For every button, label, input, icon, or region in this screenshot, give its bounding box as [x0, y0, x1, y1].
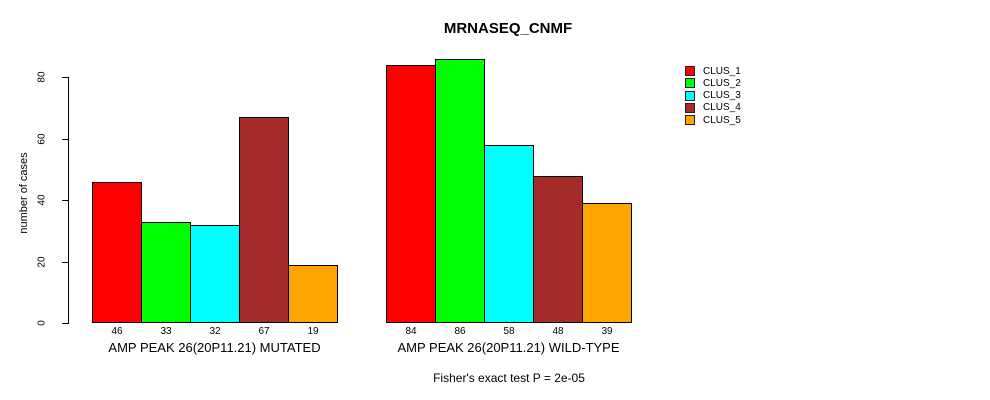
bar-clus_4: [239, 117, 289, 323]
legend-label: CLUS_3: [703, 90, 741, 101]
bar-value-label: 32: [209, 326, 221, 337]
legend-swatch-icon: [685, 102, 695, 113]
legend-swatch-icon: [685, 78, 695, 89]
bar-clus_3: [484, 145, 534, 323]
legend-swatch-icon: [685, 115, 695, 125]
bar-value-label: 67: [258, 326, 270, 337]
bar-value-label: 48: [552, 326, 564, 337]
group-label: AMP PEAK 26(20P11.21) WILD-TYPE: [397, 340, 620, 355]
legend-label: CLUS_5: [703, 114, 741, 126]
bar-clus_5: [288, 265, 338, 323]
bar-clus_5: [582, 203, 632, 323]
bar-clus_4: [533, 176, 583, 323]
bar-clus_3: [190, 225, 240, 323]
bar-value-label: 39: [601, 326, 613, 337]
legend-label: CLUS_4: [703, 102, 741, 114]
bar-value-label: 84: [405, 326, 417, 337]
bar-value-label: 33: [160, 326, 172, 337]
bar-value-label: 19: [307, 326, 319, 337]
legend-swatch-icon: [685, 66, 695, 76]
y-axis-tick-label: 20: [36, 256, 48, 268]
legend-item-clus_3: CLUS_3: [685, 90, 741, 101]
legend-label: CLUS_1: [703, 65, 741, 77]
legend-item-clus_2: CLUS_2: [685, 78, 741, 89]
y-axis-tick: [62, 200, 68, 201]
y-axis-tick-label: 80: [36, 71, 48, 83]
bar-clus_2: [141, 222, 191, 323]
legend-label: CLUS_2: [703, 77, 741, 89]
bar-value-label: 58: [503, 326, 515, 337]
legend-item-clus_4: CLUS_4: [685, 102, 741, 113]
y-axis-tick: [62, 139, 68, 140]
y-axis-tick-label: 40: [36, 194, 48, 206]
y-axis-tick: [62, 262, 68, 263]
y-axis-tick: [62, 77, 68, 78]
legend-item-clus_5: CLUS_5: [685, 115, 741, 126]
bar-clus_1: [386, 65, 436, 323]
y-axis-tick: [62, 323, 68, 324]
fisher-test-annotation: Fisher's exact test P = 2e-05: [433, 371, 585, 385]
y-axis-line: [68, 77, 69, 324]
y-axis-tick-label: 0: [36, 320, 48, 326]
bar-clus_2: [435, 59, 485, 323]
bar-clus_1: [92, 182, 142, 323]
bar-value-label: 46: [111, 326, 123, 337]
legend-item-clus_1: CLUS_1: [685, 66, 741, 77]
chart-title: MRNASEQ_CNMF: [443, 20, 573, 37]
y-axis-tick-label: 60: [36, 133, 48, 145]
y-axis-title: number of cases: [18, 152, 30, 234]
bar-value-label: 86: [454, 326, 466, 337]
group-label: AMP PEAK 26(20P11.21) MUTATED: [108, 340, 321, 355]
legend-swatch-icon: [685, 90, 695, 101]
